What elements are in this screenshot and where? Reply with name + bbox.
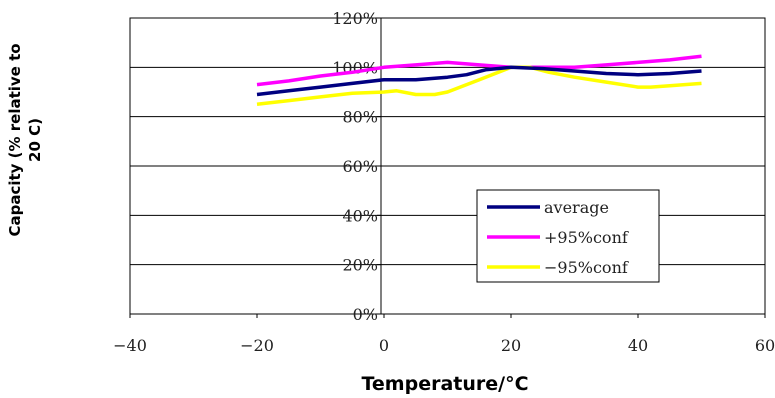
x-tick-label: −40 <box>113 336 147 355</box>
series-lines <box>256 54 702 107</box>
y-axis-label: Capacity (% relative to 20 C) <box>6 43 44 236</box>
y-tick-label: 40% <box>342 206 378 225</box>
x-tick-label: 0 <box>379 336 389 355</box>
grid-lines <box>130 66 765 266</box>
legend-entry: +95%conf <box>544 228 629 247</box>
series-line-2 <box>256 65 702 107</box>
legend-entry: average <box>544 198 609 217</box>
x-tick-label: 20 <box>501 336 521 355</box>
series-line-0 <box>256 65 702 97</box>
legend: average +95%conf −95%conf <box>476 189 660 283</box>
plot-area <box>129 17 766 315</box>
legend-entry: −95%conf <box>544 258 629 277</box>
x-tick-label: −20 <box>240 336 274 355</box>
y-axis-label-line: Capacity (% relative to <box>6 43 24 236</box>
x-tick-label: 60 <box>755 336 775 355</box>
y-axis-label-line: 20 C) <box>26 118 44 162</box>
x-tick-labels: −40 −20 0 20 40 60 <box>113 314 775 355</box>
y-tick-label: 120% <box>332 9 378 28</box>
x-axis-label: Temperature/°C <box>361 373 528 395</box>
y-tick-label: 60% <box>342 157 378 176</box>
x-tick-label: 40 <box>628 336 648 355</box>
y-tick-label: 20% <box>342 256 378 275</box>
y-tick-label: 80% <box>342 108 378 127</box>
series-line-1 <box>256 54 702 87</box>
y-tick-label: 0% <box>353 305 378 324</box>
